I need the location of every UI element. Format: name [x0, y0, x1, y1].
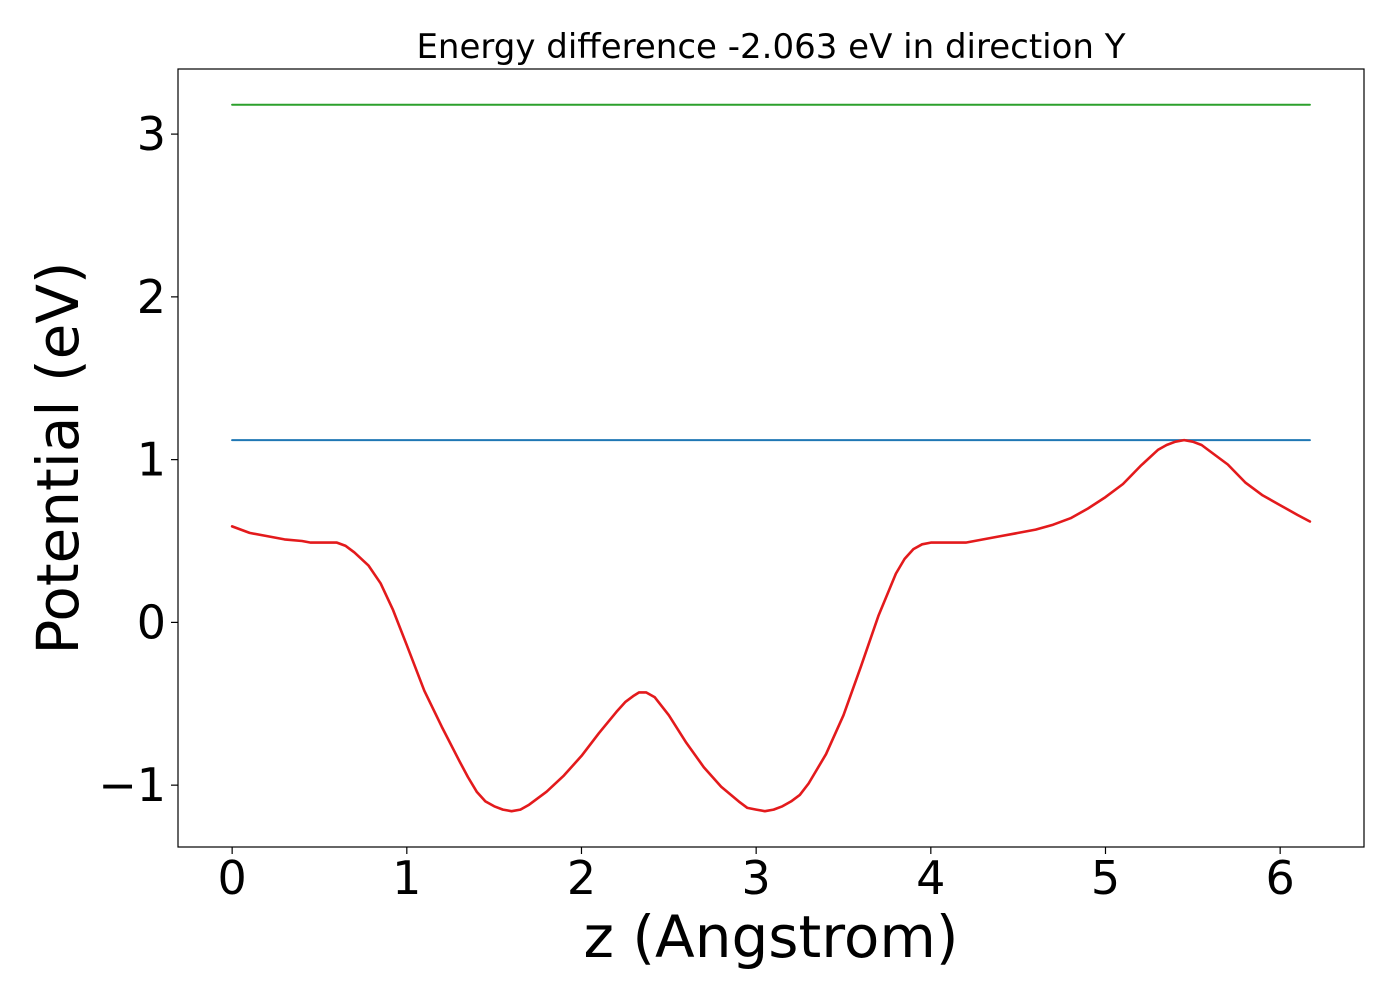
x-axis-label: z (Angstrom) — [584, 903, 959, 971]
chart-title: Energy difference -2.063 eV in direction… — [416, 27, 1125, 67]
y-axis-label: Potential (eV) — [24, 261, 92, 654]
x-tick-label-5: 5 — [1091, 851, 1120, 905]
x-tick-label-6: 6 — [1266, 851, 1295, 905]
plot-area: 0 1 2 3 4 5 6 −1 0 1 2 3 — [98, 68, 1365, 905]
x-tick-label-1: 1 — [392, 851, 421, 905]
plot-frame — [177, 68, 1365, 848]
y-tick-label--1: −1 — [98, 758, 166, 812]
x-tick-label-3: 3 — [742, 851, 771, 905]
x-tick-label-4: 4 — [916, 851, 945, 905]
x-tick-label-2: 2 — [567, 851, 596, 905]
y-tick-label-0: 0 — [137, 595, 166, 649]
y-tick-label-1: 1 — [137, 433, 166, 487]
y-tick-label-2: 2 — [137, 270, 166, 324]
y-tick-label-3: 3 — [137, 107, 166, 161]
x-tick-label-0: 0 — [218, 851, 247, 905]
series-line-red — [230, 438, 1312, 813]
